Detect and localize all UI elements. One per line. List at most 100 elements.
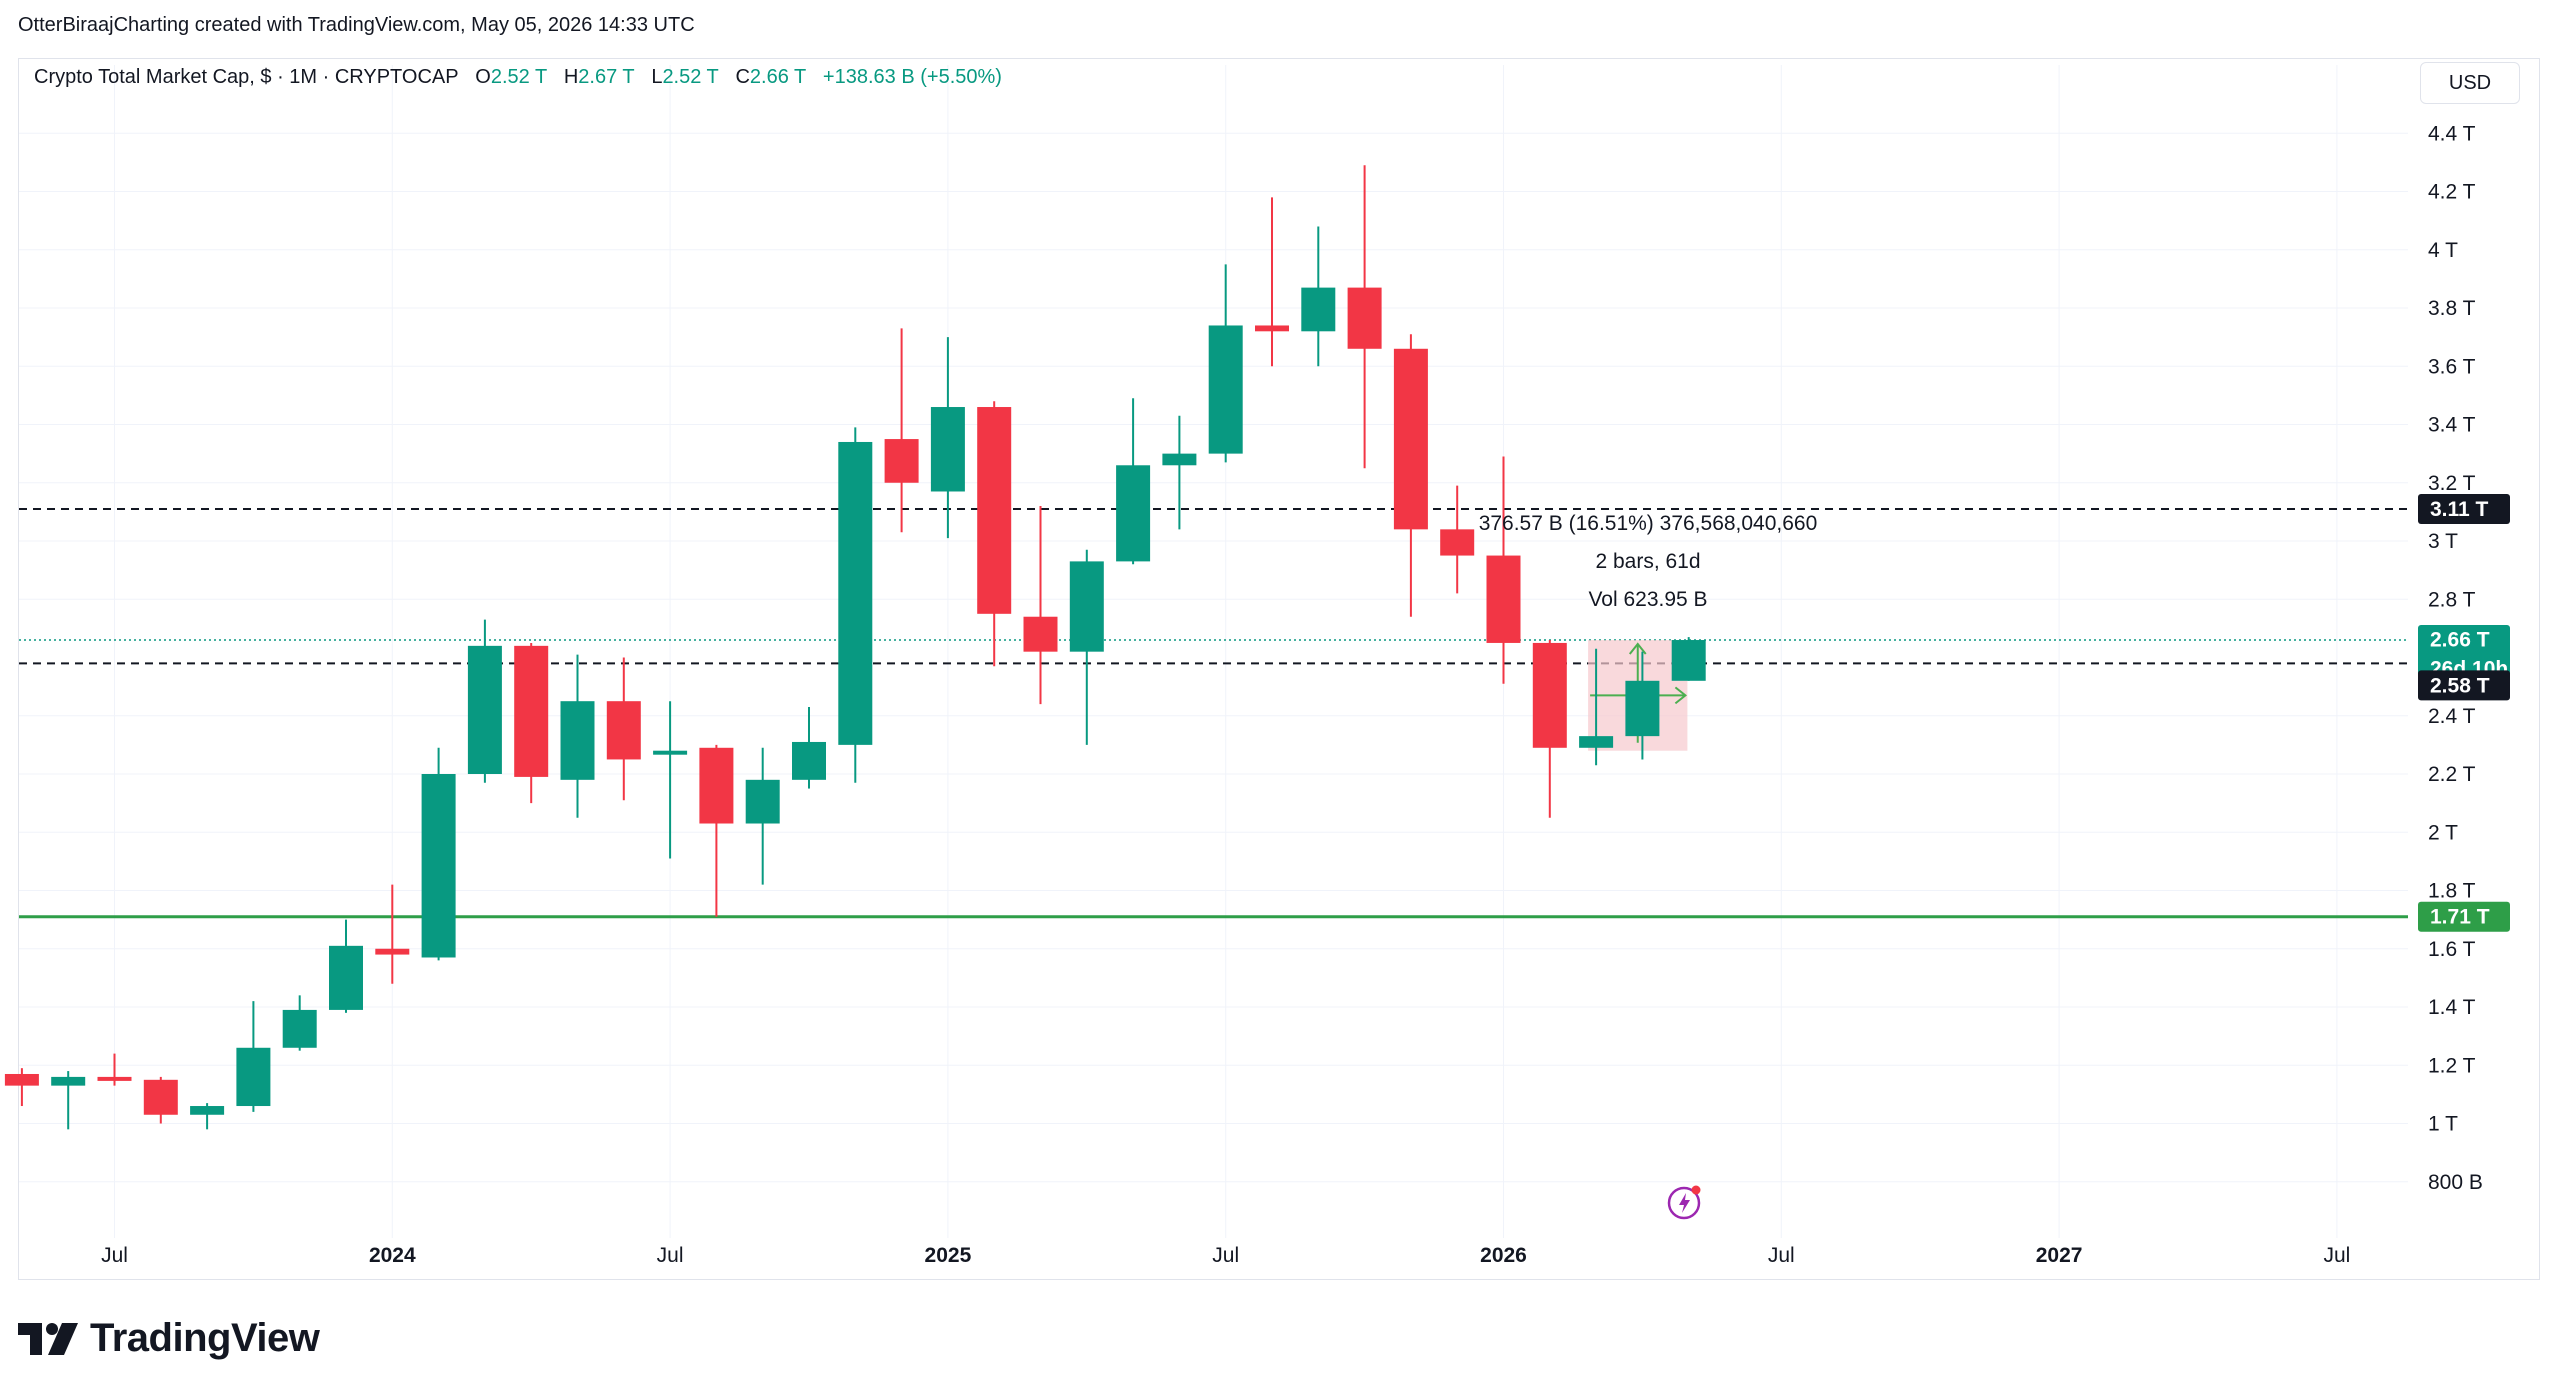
tradingview-logo[interactable]: TradingView: [18, 1316, 320, 1361]
candle-body-up: [1069, 561, 1104, 652]
candle-body-down: [1393, 348, 1428, 530]
time-axis-label: 2026: [1480, 1244, 1527, 1267]
price-tag-support-text: 1.71 T: [2430, 906, 2490, 929]
candle-body-up: [282, 1009, 317, 1048]
candle-body-down: [884, 439, 919, 483]
price-axis-label: 2.4 T: [2428, 705, 2476, 728]
time-axis-label: 2024: [369, 1244, 416, 1267]
candle-body-up: [1579, 736, 1614, 748]
candle-body-up: [1301, 287, 1336, 332]
tradingview-logo-icon: [18, 1322, 78, 1355]
price-tag-upper-level-text: 3.11 T: [2430, 498, 2489, 521]
price-axis-label: 4.4 T: [2428, 122, 2476, 145]
price-axis-label: 2 T: [2428, 821, 2458, 844]
candle-body-up: [792, 741, 826, 780]
measure-label-change: 376.57 B (16.51%) 376,568,040,660: [1479, 512, 1818, 535]
candle-body-up: [745, 779, 780, 824]
candle-body-down: [1532, 642, 1567, 748]
measure-label-bars: 2 bars, 61d: [1595, 550, 1700, 573]
price-axis-label: 2.8 T: [2428, 588, 2476, 611]
measure-label-volume: Vol 623.95 B: [1588, 588, 1707, 611]
time-axis-label: Jul: [2323, 1244, 2350, 1267]
price-axis-label: 1.6 T: [2428, 938, 2476, 961]
price-axis-label: 3.4 T: [2428, 414, 2476, 437]
candle-body-up: [1208, 325, 1243, 454]
candle-body-up: [236, 1047, 271, 1107]
legend-symbol[interactable]: Crypto Total Market Cap, $ · 1M · CRYPTO…: [34, 66, 459, 88]
measure-labels: 376.57 B (16.51%) 376,568,040,660 2 bars…: [1479, 512, 1818, 611]
time-axis-label: 2027: [2036, 1244, 2083, 1267]
candle-body-up: [1116, 465, 1151, 562]
price-axis-label: 1.2 T: [2428, 1054, 2476, 1077]
grid-lines: [19, 65, 2408, 1238]
price-tag-support: [2418, 901, 2510, 932]
price-axis-label: 3.8 T: [2428, 297, 2476, 320]
time-axis-label: Jul: [101, 1244, 128, 1267]
candle-body-up: [930, 407, 965, 492]
price-axis-label: 1.8 T: [2428, 880, 2476, 903]
candle-body-up: [1625, 680, 1660, 737]
price-tag-current: [2418, 625, 2510, 684]
candle-body-down: [514, 645, 549, 777]
time-axis: Jul 2024 Jul 2025 Jul 2026 Jul 2027 Jul: [101, 1244, 2350, 1267]
candle-body-up: [560, 701, 595, 780]
candle-body-up: [421, 774, 456, 958]
measure-arrow-head-right: [1674, 686, 1688, 705]
flash-icon[interactable]: [1666, 1183, 1704, 1221]
candle-body-down: [4, 1073, 39, 1086]
legend-close-label: C: [735, 66, 750, 88]
candle-body-down: [1255, 325, 1289, 332]
currency-button[interactable]: USD: [2420, 62, 2520, 104]
chart-frame: [18, 58, 2540, 1280]
price-axis-label: 2.2 T: [2428, 763, 2476, 786]
symbol-legend: Crypto Total Market Cap, $ · 1M · CRYPTO…: [34, 66, 1002, 89]
candle-body-up: [329, 945, 363, 1010]
horizontal-lines: [19, 507, 2408, 919]
legend-open-label: O: [475, 66, 491, 88]
candle-body-up: [838, 441, 873, 745]
attribution-text: OtterBiraajCharting created with Trading…: [18, 14, 695, 36]
legend-change-value: +138.63 B (+5.50%): [822, 66, 1002, 88]
measure-arrow-head-up: [1628, 642, 1647, 655]
time-axis-label: Jul: [1212, 1244, 1239, 1267]
candle-body-down: [375, 948, 410, 955]
legend-low-value: 2.52 T: [662, 66, 719, 88]
price-axis-label: 4.2 T: [2428, 181, 2476, 204]
time-axis-label: 2025: [925, 1244, 972, 1267]
price-axis-label: 3 T: [2428, 530, 2458, 553]
candle-body-up: [653, 750, 688, 755]
price-axis-label: 4 T: [2428, 239, 2458, 262]
price-axis: 800 B 1 T 1.2 T 1.4 T 1.6 T 1.8 T 2 T 2.2 T 2.4 …: [2428, 122, 2483, 1194]
price-tag-lower-level: [2418, 670, 2510, 701]
candles: [4, 165, 1706, 1130]
legend-close-value: 2.66 T: [749, 66, 807, 88]
time-axis-label: Jul: [657, 1244, 684, 1267]
price-axis-label: 3.6 T: [2428, 355, 2476, 378]
price-tag-upper-level: [2418, 493, 2510, 524]
candle-body-down: [1486, 555, 1521, 643]
legend-high-value: 2.67 T: [578, 66, 635, 88]
price-axis-label: 800 B: [2428, 1171, 2483, 1194]
candle-body-up: [1162, 453, 1197, 466]
legend-open-value: 2.52 T: [490, 66, 548, 88]
candle-body-down: [1440, 529, 1475, 556]
candle-body-down: [97, 1076, 132, 1081]
candle-body-down: [977, 407, 1012, 614]
price-tag-lower-level-text: 2.58 T: [2430, 674, 2490, 697]
price-tag-current-text: 2.66 T: [2430, 629, 2490, 652]
candle-body-down: [1347, 287, 1382, 349]
legend-high-label: H: [563, 66, 579, 88]
legend-low-label: L: [651, 66, 663, 88]
candle-body-up: [467, 645, 502, 774]
tradingview-logo-text: TradingView: [90, 1316, 320, 1360]
price-axis-label: 1 T: [2428, 1113, 2458, 1136]
candle-body-down: [699, 747, 734, 824]
candle-body-down: [1023, 616, 1058, 652]
time-axis-label: Jul: [1768, 1244, 1795, 1267]
price-axis-label: 3.2 T: [2428, 472, 2476, 495]
candle-body-up: [51, 1076, 86, 1086]
candle-body-up: [190, 1106, 225, 1115]
candle-body-up: [1671, 640, 1706, 681]
